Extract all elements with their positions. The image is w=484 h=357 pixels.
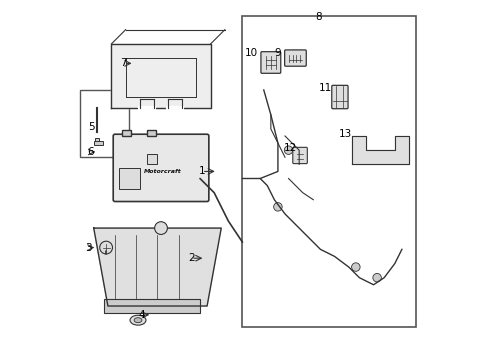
Text: 1: 1 xyxy=(198,166,205,176)
Bar xyxy=(118,168,139,189)
Bar xyxy=(95,138,99,143)
FancyBboxPatch shape xyxy=(292,147,307,164)
Ellipse shape xyxy=(130,315,146,325)
Circle shape xyxy=(372,273,380,282)
Bar xyxy=(147,154,157,164)
Text: Motorcraft: Motorcraft xyxy=(144,169,182,174)
Ellipse shape xyxy=(134,318,142,323)
Bar xyxy=(242,16,415,327)
Circle shape xyxy=(284,146,292,155)
Text: 5: 5 xyxy=(89,122,95,132)
Text: 12: 12 xyxy=(283,144,296,154)
Text: 6: 6 xyxy=(87,147,93,157)
Polygon shape xyxy=(93,228,221,306)
Text: 11: 11 xyxy=(318,83,332,93)
FancyBboxPatch shape xyxy=(113,134,209,201)
Text: 9: 9 xyxy=(273,48,280,58)
Text: 10: 10 xyxy=(244,48,257,58)
Text: 3: 3 xyxy=(85,242,91,252)
FancyBboxPatch shape xyxy=(260,52,280,73)
Text: 2: 2 xyxy=(187,253,194,263)
Circle shape xyxy=(100,241,112,254)
Circle shape xyxy=(154,222,167,235)
Text: 13: 13 xyxy=(338,129,351,139)
Bar xyxy=(93,141,103,145)
Bar xyxy=(104,299,199,313)
Circle shape xyxy=(351,263,359,271)
Polygon shape xyxy=(111,44,210,108)
Bar xyxy=(147,130,155,136)
Circle shape xyxy=(273,202,282,211)
Text: 7: 7 xyxy=(121,59,127,69)
Polygon shape xyxy=(351,136,408,164)
Bar xyxy=(122,130,131,136)
FancyBboxPatch shape xyxy=(284,50,305,66)
FancyBboxPatch shape xyxy=(331,85,348,109)
Text: 8: 8 xyxy=(315,12,321,22)
Bar xyxy=(79,90,129,157)
Text: 4: 4 xyxy=(138,310,145,320)
